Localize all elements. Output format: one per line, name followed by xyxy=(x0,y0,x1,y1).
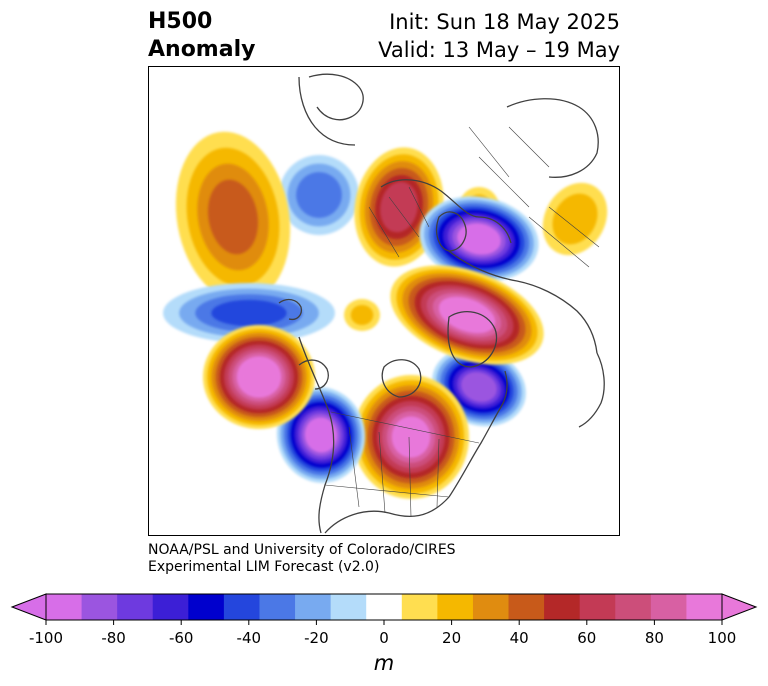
anomaly-contour-band xyxy=(240,360,278,394)
colorbar-cell xyxy=(615,594,652,620)
colorbar-cell xyxy=(295,594,332,620)
colorbar-tick-label: -40 xyxy=(237,629,262,647)
colorbar-tick-label: -60 xyxy=(169,629,194,647)
colorbar-cell xyxy=(152,594,189,620)
colorbar-unit-label: m xyxy=(374,651,394,675)
anomaly-contour-band xyxy=(461,371,497,403)
colorbar-cell xyxy=(330,594,367,620)
colorbar-under-arrow xyxy=(10,593,47,621)
colorbar-cell xyxy=(686,594,723,620)
anomaly-pacific-ridge-west xyxy=(175,131,291,303)
political-borders xyxy=(324,126,600,518)
colorbar-cell xyxy=(650,594,687,620)
colorbar-cell xyxy=(223,594,260,620)
north-pole-dot xyxy=(379,297,389,307)
anomaly-far-east-high xyxy=(542,182,608,256)
coastlines xyxy=(278,73,605,534)
anomaly-eastern-us-high xyxy=(353,375,469,499)
colorbar-tick-label: 40 xyxy=(510,629,529,647)
colorbar-tick-label: 80 xyxy=(645,629,664,647)
anomaly-contour-band xyxy=(552,193,598,245)
anomaly-contour-band xyxy=(380,181,418,233)
colorbar-cell xyxy=(366,594,403,620)
colorbar-tick-label: 20 xyxy=(442,629,461,647)
anomaly-mediterranean-high xyxy=(344,299,380,331)
credit-line-2: Experimental LIM Forecast (v2.0) xyxy=(148,559,380,575)
anomaly-siberia-high xyxy=(390,265,544,365)
title-line-2: Anomaly xyxy=(148,37,256,62)
colorbar-tick-label: -100 xyxy=(29,629,63,647)
anomaly-contour-band xyxy=(208,179,258,255)
colorbar-tick-label: -20 xyxy=(304,629,329,647)
colorbar: -100 -80 -60 -40 -20 0 20 40 60 80 100 m xyxy=(10,593,758,675)
colorbar-cell xyxy=(579,594,616,620)
map-panel xyxy=(148,66,620,536)
anomaly-alaska-low xyxy=(279,155,359,235)
colorbar-cell xyxy=(46,594,83,620)
valid-range: Valid: 13 May – 19 May xyxy=(378,38,620,62)
colorbar-cell xyxy=(259,594,296,620)
anomaly-contour-band xyxy=(296,172,342,218)
anomaly-contour-band xyxy=(438,296,496,334)
init-date: Init: Sun 18 May 2025 xyxy=(389,10,620,34)
colorbar-cell xyxy=(508,594,545,620)
anomaly-greenland-high xyxy=(354,147,444,267)
colorbar-over-arrow xyxy=(721,593,758,621)
anomaly-contour-band xyxy=(211,299,287,327)
colorbar-cell xyxy=(188,594,225,620)
anomaly-contour-band xyxy=(457,223,501,255)
anomaly-contours xyxy=(163,131,608,499)
title-line-1: H500 xyxy=(148,9,213,34)
map-title: H500 Anomaly xyxy=(148,8,255,64)
colorbar-cell xyxy=(544,594,581,620)
colorbar-tick-label: 100 xyxy=(708,629,737,647)
credit-text: NOAA/PSL and University of Colorado/CIRE… xyxy=(148,542,456,576)
anomaly-pacific-low xyxy=(163,283,335,343)
credit-line-1: NOAA/PSL and University of Colorado/CIRE… xyxy=(148,542,456,558)
colorbar-cell xyxy=(472,594,510,620)
forecast-dates: Init: Sun 18 May 2025 Valid: 13 May – 19… xyxy=(378,8,620,64)
colorbar-tick-label: -80 xyxy=(101,629,126,647)
anomaly-contour-band xyxy=(304,417,338,453)
colorbar-tick-label: 60 xyxy=(577,629,596,647)
colorbar-ticks: -100 -80 -60 -40 -20 0 20 40 60 80 100 xyxy=(29,620,736,647)
anomaly-map xyxy=(163,73,608,534)
colorbar-tick-label: 0 xyxy=(379,629,389,647)
colorbar-cell xyxy=(437,594,474,620)
colorbar-cell xyxy=(117,594,154,620)
colorbar-cells xyxy=(10,593,758,621)
anomaly-contour-band xyxy=(350,305,374,325)
colorbar-cell xyxy=(81,594,118,620)
anomaly-contour-band xyxy=(391,416,431,458)
colorbar-cell xyxy=(401,594,438,620)
anomaly-north-pacific-high xyxy=(203,325,315,429)
